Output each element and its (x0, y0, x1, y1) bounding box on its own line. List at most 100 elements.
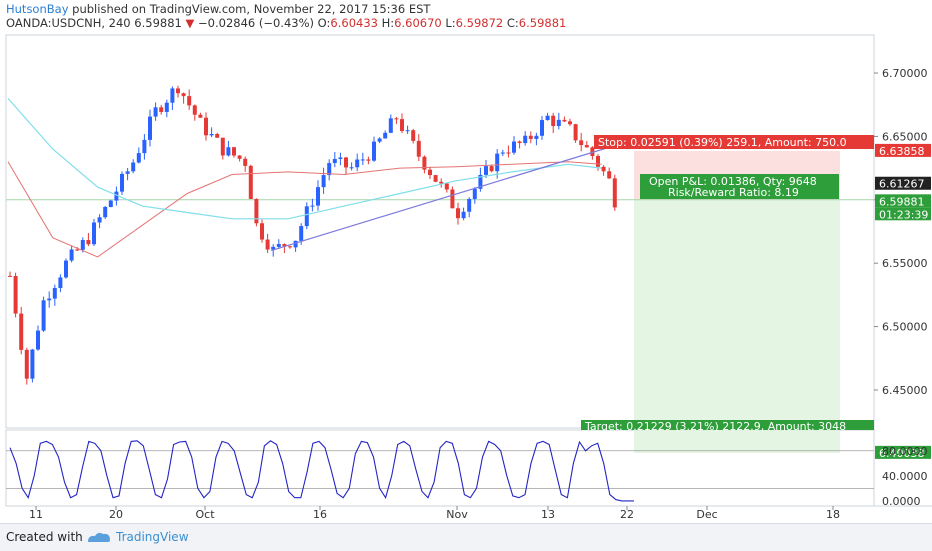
last-price: 6.59881 (134, 16, 182, 30)
entry-box[interactable] (640, 174, 839, 199)
candle-body (327, 163, 332, 176)
candle-body (265, 239, 270, 250)
created-with-text: Created with (6, 530, 83, 544)
candle-body (215, 133, 220, 138)
time-tick-label: 22 (620, 508, 634, 521)
candle-body (568, 121, 572, 125)
candle-body (344, 157, 348, 168)
candle-body (528, 135, 533, 139)
trend-line[interactable] (271, 142, 625, 252)
tradingview-logo-icon[interactable] (86, 529, 112, 545)
candle-body (607, 171, 612, 179)
candle-body (30, 349, 35, 379)
take-profit-zone[interactable] (634, 199, 840, 453)
candle-body (517, 141, 522, 144)
candle-body (383, 132, 388, 139)
low-value: 6.59872 (455, 16, 504, 30)
stop-box[interactable] (594, 135, 874, 149)
candle-body (579, 140, 584, 146)
candle-body (489, 166, 494, 172)
price-label-tag (875, 194, 931, 208)
candle-body (310, 205, 315, 207)
candle-body (226, 147, 231, 156)
candle-body (164, 102, 169, 112)
candle-body (192, 105, 197, 115)
candle-body (237, 155, 242, 159)
candle-body (461, 211, 466, 219)
candle-body (276, 244, 281, 247)
candle-body (86, 240, 91, 245)
price-label-tag (875, 445, 931, 459)
candle-body (534, 135, 539, 139)
time-tick-label: 16 (313, 508, 327, 521)
target-box[interactable] (581, 420, 874, 430)
candle-body (136, 153, 141, 163)
candle-body (433, 175, 438, 182)
candle-body (377, 138, 382, 142)
candle-body (590, 147, 595, 157)
candle-body (416, 140, 421, 157)
candle-body (260, 223, 264, 240)
candle-body (439, 181, 444, 184)
candle-body (360, 159, 365, 161)
price-label-text: 6.61267 (879, 178, 925, 191)
candle-body (204, 117, 208, 136)
candle-body (41, 300, 46, 331)
candle-body (220, 137, 225, 156)
candle-body (540, 120, 544, 136)
candle-body (8, 275, 12, 277)
time-tick-label: 11 (29, 508, 43, 521)
candle-body (125, 171, 130, 174)
close-value: 6.59881 (518, 16, 567, 30)
candle-body (47, 298, 52, 301)
candle-body (114, 191, 119, 201)
candle-body (388, 118, 393, 133)
candle-body (92, 222, 96, 245)
tradingview-brand[interactable]: TradingView (116, 530, 189, 544)
candle-body (411, 130, 416, 141)
stochastic-line (9, 440, 634, 502)
candle-body (596, 156, 600, 167)
candle-body (523, 135, 528, 144)
candle-body (243, 158, 248, 166)
candle-body (355, 159, 360, 168)
candle-body (153, 107, 158, 117)
time-tick-label: Oct (195, 508, 215, 521)
time-axis[interactable]: 11 20 Oct 16 Nov 13 22 Dec 18 (29, 506, 840, 521)
candle-body (556, 119, 561, 127)
author-name[interactable]: HutsonBay (6, 2, 69, 16)
close-label: C: (506, 16, 519, 30)
candle-body (299, 226, 304, 241)
open-label: O: (317, 16, 331, 30)
price-tick-label: 6.70000 (882, 67, 928, 80)
candle-body (444, 183, 449, 190)
candle-body (120, 173, 124, 192)
candle-body (271, 246, 276, 250)
candle-body (148, 116, 152, 140)
change-value: −0.02846 (−0.43%) (198, 16, 315, 30)
candle-body (601, 166, 606, 172)
candle-body (506, 152, 511, 154)
candle-body (52, 287, 57, 299)
oscillator-tick-label: 0.0000 (882, 495, 921, 508)
candle-body (478, 174, 483, 189)
moving-average-red (7, 161, 602, 258)
candle-body (316, 187, 320, 206)
candle-body (198, 114, 203, 118)
candle-body (24, 349, 29, 379)
candle-body (500, 152, 505, 154)
price-label-text: 6.40038 (879, 447, 925, 460)
high-value: 6.60670 (394, 16, 442, 30)
header-line-2: OANDA:USDCNH, 240 6.59881 ▼ −0.02846 (−0… (6, 16, 566, 30)
candle-body (176, 88, 180, 94)
high-label: H: (381, 16, 395, 30)
time-tick-label: 20 (109, 508, 123, 521)
price-chart[interactable]: Stop: 0.02591 (0.39%) 259.1, Amount: 750… (0, 0, 932, 523)
time-tick-label: Dec (696, 508, 717, 521)
candle-body (366, 159, 371, 161)
candle-body (495, 153, 500, 172)
symbol-label: OANDA:USDCNH, 240 (6, 16, 131, 30)
time-tick-label: Nov (446, 508, 468, 521)
price-axis[interactable]: 6.700006.650006.600006.550006.500006.450… (874, 67, 928, 397)
candle-body (64, 260, 68, 278)
